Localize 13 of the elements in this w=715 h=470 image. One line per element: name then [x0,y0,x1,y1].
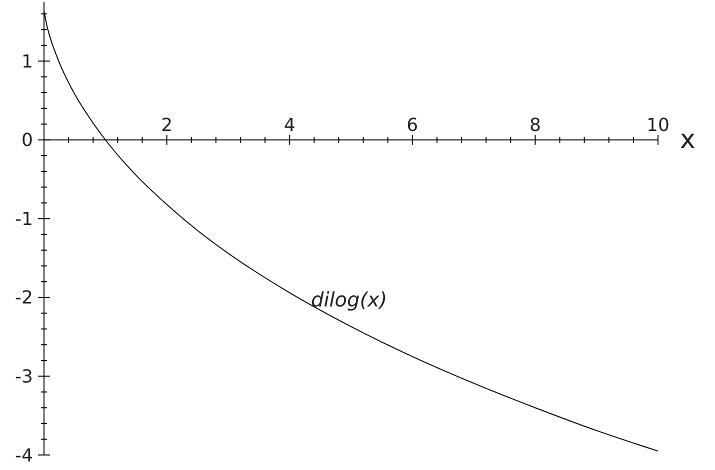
x-tick-label: 10 [646,114,670,136]
y-tick-label: -2 [15,288,33,309]
series-label: dilog(x) [311,288,388,312]
x-axis-title: x [680,124,696,155]
y-tick-label: -4 [15,445,33,466]
y-tick-label: 0 [22,130,33,152]
y-tick-label: -3 [15,366,33,388]
x-tick-label: 4 [284,114,296,136]
x-tick-label: 2 [161,114,173,136]
x-tick-label: 8 [529,114,541,136]
y-tick-label: -1 [15,208,33,230]
y-tick-label: 1 [22,51,33,72]
x-tick-label: 6 [406,114,418,136]
